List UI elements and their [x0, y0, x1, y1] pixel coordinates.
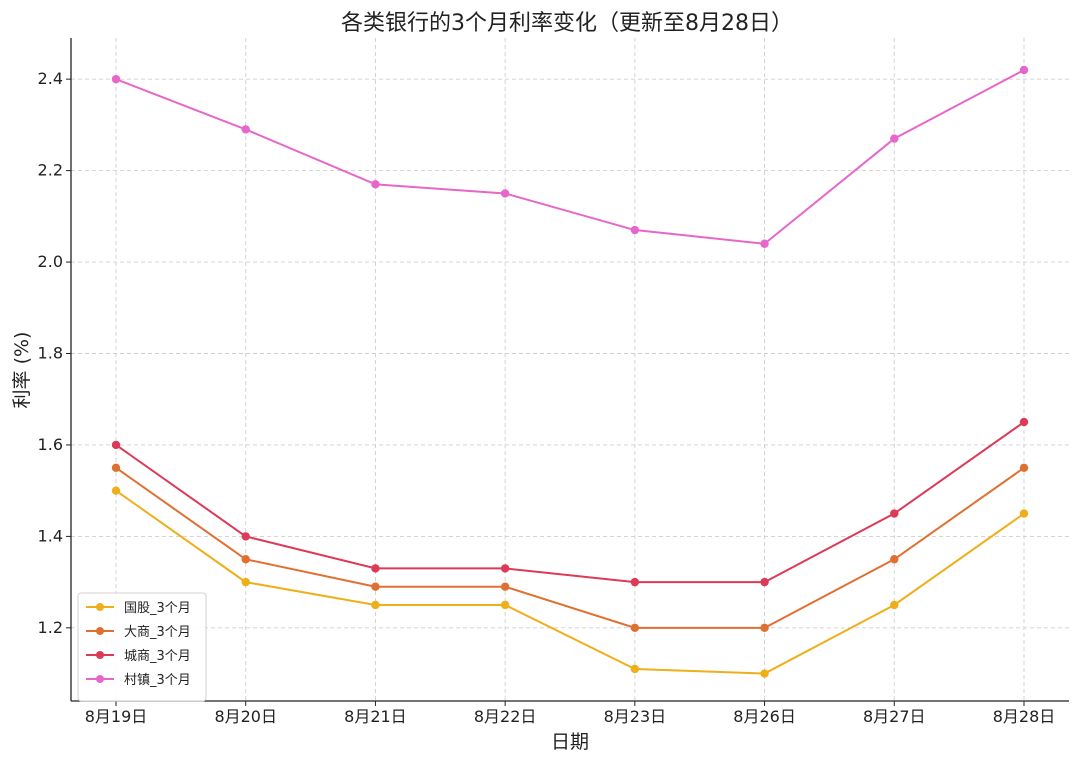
data-point [500, 582, 510, 591]
data-point [371, 582, 380, 591]
data-point [1019, 463, 1029, 473]
data-point [1019, 509, 1029, 518]
data-point [241, 532, 250, 541]
y-tick-label: 2.4 [38, 69, 63, 88]
series-3 [111, 65, 1029, 248]
y-axis-label: 利率 (%) [11, 332, 33, 409]
legend-item: 国股_3个月 [86, 601, 191, 616]
series-layer [111, 65, 1029, 678]
legend-box [77, 592, 207, 702]
data-point [890, 134, 899, 143]
data-point [500, 600, 510, 610]
legend-item: 村镇_3个月 [86, 673, 191, 688]
data-point [241, 125, 250, 134]
grid [71, 38, 1069, 701]
y-tick-label: 1.6 [38, 435, 63, 454]
legend-swatch-marker [96, 651, 104, 659]
data-point [371, 564, 380, 573]
y-tick-label: 1.8 [38, 343, 63, 362]
data-point [371, 180, 380, 189]
legend-swatch-marker [96, 603, 104, 611]
series-2 [111, 417, 1029, 587]
x-tick-label: 8月28日 [993, 707, 1056, 726]
data-point [1019, 65, 1029, 75]
data-point [890, 509, 899, 518]
data-point [111, 486, 121, 495]
x-tick-label: 8月27日 [863, 707, 926, 726]
legend-label: 村镇_3个月 [124, 673, 191, 688]
data-point [500, 189, 510, 198]
legend-label: 大商_3个月 [124, 625, 191, 640]
data-point [241, 555, 250, 564]
series-line [115, 421, 1025, 584]
data-point [371, 600, 380, 610]
data-point [890, 555, 899, 564]
data-point [630, 664, 640, 674]
legend-label: 国股_3个月 [124, 601, 191, 616]
x-tick-label: 8月21日 [344, 707, 407, 726]
series-line [115, 489, 1025, 675]
legend-item: 大商_3个月 [86, 625, 191, 640]
data-point [630, 225, 640, 235]
data-point [760, 623, 769, 633]
axes: 8月19日 8月20日 8月21日 8月22日 8月23日 8月26日 8月27日 8月28日… [38, 38, 1069, 726]
series-line [115, 466, 1025, 629]
data-point [630, 623, 640, 633]
data-point [1019, 417, 1029, 427]
data-point [890, 600, 899, 610]
data-point [241, 577, 250, 587]
x-tick-label: 8月22日 [474, 707, 537, 726]
x-tick-label: 8月23日 [604, 707, 667, 726]
data-point [111, 463, 121, 473]
y-tick-label: 2.0 [38, 252, 63, 271]
data-point [500, 564, 510, 573]
chart-title: 各类银行的3个月利率变化（更新至8月28日） [341, 11, 793, 36]
data-point [760, 239, 769, 248]
legend-swatch-marker [96, 675, 104, 683]
x-tick-label: 8月20日 [214, 707, 277, 726]
x-tick-label: 8月26日 [733, 707, 796, 726]
y-tick-label: 1.4 [38, 526, 63, 545]
legend-swatch-marker [96, 627, 104, 635]
data-point [760, 577, 769, 587]
data-point [111, 440, 121, 450]
data-point [760, 669, 769, 678]
data-point [111, 74, 121, 84]
y-tick-label: 1.2 [38, 618, 63, 637]
data-point [630, 577, 640, 587]
legend-label: 城商_3个月 [124, 649, 191, 664]
series-0 [111, 486, 1029, 678]
series-1 [111, 463, 1029, 633]
x-tick-label: 8月19日 [85, 707, 148, 726]
legend-item: 城商_3个月 [86, 649, 191, 664]
x-axis-label: 日期 [551, 731, 589, 753]
series-line [115, 69, 1025, 245]
y-tick-label: 2.2 [38, 161, 63, 180]
